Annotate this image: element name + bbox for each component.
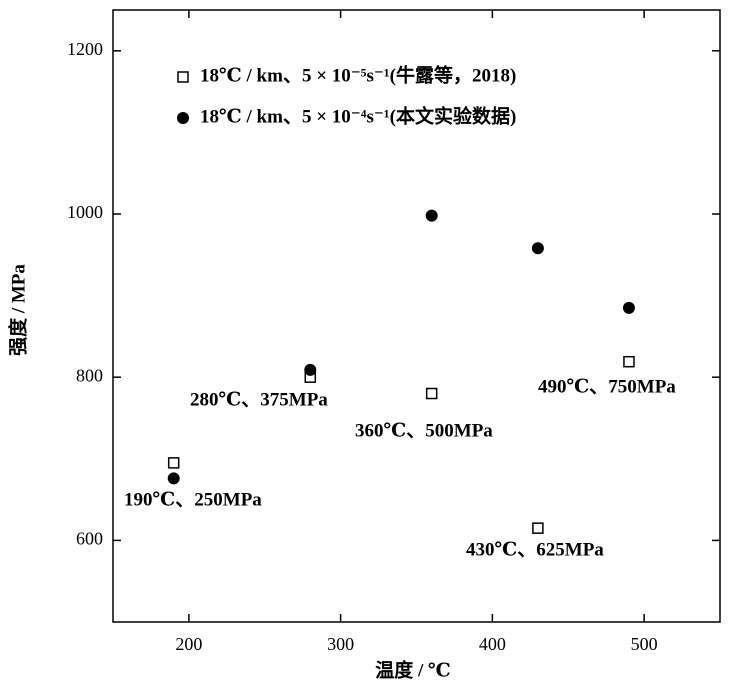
- legend-label: 18℃ / km、5 × 10⁻⁵s⁻¹(牛露等，2018): [200, 63, 516, 86]
- legend-marker: [177, 71, 189, 83]
- annotation: 490℃、750MPa: [538, 376, 676, 397]
- point: [425, 387, 438, 400]
- point: [623, 355, 635, 368]
- point: [532, 522, 544, 534]
- x-tick-label: 400: [479, 634, 506, 654]
- point: [622, 301, 635, 314]
- annotation: 360℃、500MPa: [355, 420, 493, 441]
- x-axis-label: 温度 / ℃: [375, 658, 451, 681]
- x-tick-label: 500: [631, 634, 658, 654]
- y-tick-label: 800: [76, 365, 103, 385]
- point: [304, 363, 317, 376]
- x-tick-label: 200: [175, 634, 202, 654]
- annotation: 190℃、250MPa: [124, 489, 262, 510]
- point: [167, 472, 180, 485]
- y-tick-label: 600: [76, 529, 103, 549]
- legend-label: 18℃ / km、5 × 10⁻⁴s⁻¹(本文实验数据): [200, 104, 516, 127]
- y-axis-label: 强度 / MPa: [6, 264, 29, 356]
- plot-frame: [112, 9, 721, 623]
- point: [167, 457, 180, 469]
- point: [425, 209, 438, 222]
- y-tick-label: 1000: [67, 202, 103, 222]
- annotation: 430℃、625MPa: [466, 539, 604, 560]
- legend-marker: [177, 112, 189, 124]
- x-tick-label: 300: [327, 634, 354, 654]
- point: [531, 242, 544, 255]
- annotation: 280℃、375MPa: [190, 389, 328, 410]
- y-tick-label: 1200: [67, 39, 103, 59]
